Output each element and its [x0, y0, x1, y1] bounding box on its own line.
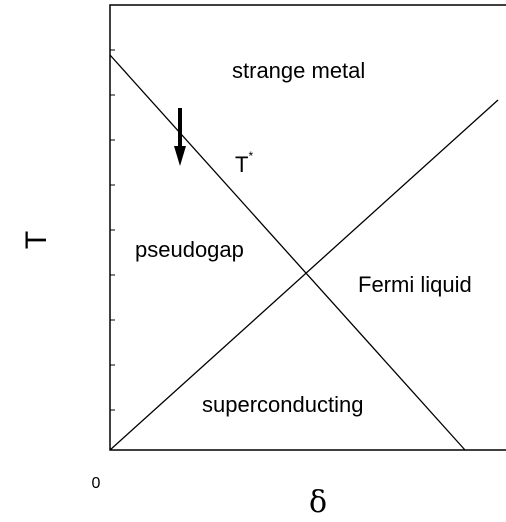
coherence-line	[109, 99, 499, 451]
x-axis-label: δ	[309, 485, 327, 520]
arrow-head	[174, 146, 186, 166]
region-label: superconducting	[202, 392, 363, 417]
axes-frame	[109, 4, 506, 451]
region-label: strange metal	[232, 58, 365, 83]
region-label: pseudogap	[135, 237, 244, 262]
crossover-line	[109, 54, 466, 451]
ticks	[110, 49, 115, 411]
crossover-sup: *	[248, 149, 253, 163]
region-label: Fermi liquid	[358, 272, 472, 297]
origin-label: 0	[92, 475, 101, 492]
y-axis-label: T	[20, 231, 53, 249]
crossover-base: T	[235, 152, 248, 177]
frame	[109, 4, 506, 451]
crossover-label: T*	[235, 149, 253, 177]
